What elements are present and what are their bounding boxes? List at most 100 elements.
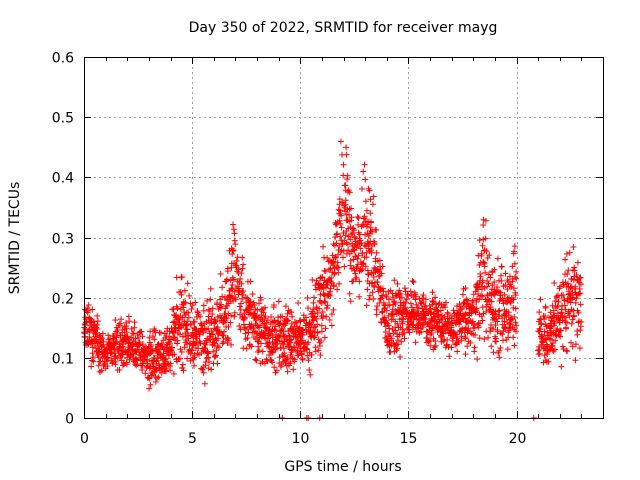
data-point bbox=[158, 340, 165, 347]
data-point bbox=[197, 313, 204, 320]
data-point bbox=[219, 284, 226, 291]
data-point bbox=[96, 358, 103, 365]
data-point bbox=[284, 368, 291, 375]
data-point bbox=[179, 361, 186, 368]
data-point bbox=[281, 352, 288, 359]
data-point bbox=[151, 336, 158, 343]
data-point bbox=[263, 319, 270, 326]
data-point bbox=[307, 371, 314, 378]
data-point bbox=[368, 228, 375, 235]
data-point bbox=[342, 232, 349, 239]
data-point bbox=[370, 193, 377, 200]
data-point bbox=[241, 315, 248, 322]
data-point bbox=[330, 306, 337, 313]
data-point bbox=[189, 302, 196, 309]
data-point bbox=[177, 346, 184, 353]
data-point bbox=[304, 294, 311, 301]
data-point bbox=[244, 334, 251, 341]
data-point bbox=[399, 320, 406, 327]
data-point bbox=[205, 350, 212, 357]
data-point bbox=[86, 328, 93, 335]
data-point bbox=[352, 276, 359, 283]
data-point bbox=[427, 305, 434, 312]
data-point bbox=[358, 240, 365, 247]
data-point bbox=[340, 247, 347, 254]
data-point bbox=[373, 227, 380, 234]
data-point bbox=[339, 254, 346, 261]
data-point bbox=[431, 344, 438, 351]
data-point bbox=[264, 358, 271, 365]
grid bbox=[84, 57, 603, 418]
data-point bbox=[412, 296, 419, 303]
data-point bbox=[167, 336, 174, 343]
data-point bbox=[232, 296, 239, 303]
data-point bbox=[179, 333, 186, 340]
data-point bbox=[126, 318, 133, 325]
data-point bbox=[205, 325, 212, 332]
data-point bbox=[116, 322, 123, 329]
data-point bbox=[409, 278, 416, 285]
data-point bbox=[250, 324, 257, 331]
data-point bbox=[224, 302, 231, 309]
data-point bbox=[305, 357, 312, 364]
data-point bbox=[239, 295, 246, 302]
data-point bbox=[279, 313, 286, 320]
data-point bbox=[105, 332, 112, 339]
data-point bbox=[386, 302, 393, 309]
data-point bbox=[405, 324, 412, 331]
data-point bbox=[340, 161, 347, 168]
data-point bbox=[366, 187, 373, 194]
data-point bbox=[243, 326, 250, 333]
data-point bbox=[162, 355, 169, 362]
data-point bbox=[346, 189, 353, 196]
data-point bbox=[179, 364, 186, 371]
data-point bbox=[347, 236, 354, 243]
data-point bbox=[145, 374, 152, 381]
data-point bbox=[284, 355, 291, 362]
data-point bbox=[328, 322, 335, 329]
data-point bbox=[261, 320, 268, 327]
data-point bbox=[415, 305, 422, 312]
data-point bbox=[201, 380, 208, 387]
data-point bbox=[258, 340, 265, 347]
data-point bbox=[225, 323, 232, 330]
data-point bbox=[215, 344, 222, 351]
data-point bbox=[174, 305, 181, 312]
data-point bbox=[333, 231, 340, 238]
data-point bbox=[271, 326, 278, 333]
data-point bbox=[354, 213, 361, 220]
data-point bbox=[335, 206, 342, 213]
data-point bbox=[385, 296, 392, 303]
data-point bbox=[123, 361, 130, 368]
data-point bbox=[192, 299, 199, 306]
data-point bbox=[262, 313, 269, 320]
data-point bbox=[366, 292, 373, 299]
data-point bbox=[369, 201, 376, 208]
data-point bbox=[352, 234, 359, 241]
data-point bbox=[181, 309, 188, 316]
data-point bbox=[218, 301, 225, 308]
data-point bbox=[238, 270, 245, 277]
x-tick-label: 5 bbox=[188, 431, 197, 447]
data-point bbox=[112, 317, 119, 324]
data-point bbox=[314, 329, 321, 336]
data-point bbox=[297, 318, 304, 325]
data-point bbox=[322, 268, 329, 275]
data-point bbox=[382, 328, 389, 335]
data-point bbox=[273, 367, 280, 374]
data-point bbox=[95, 342, 102, 349]
data-point bbox=[419, 324, 426, 331]
data-point bbox=[128, 334, 135, 341]
data-point bbox=[357, 245, 364, 252]
data-point bbox=[223, 315, 230, 322]
data-point bbox=[229, 251, 236, 258]
data-point bbox=[259, 348, 266, 355]
data-point bbox=[370, 274, 377, 281]
data-point bbox=[94, 318, 101, 325]
data-point bbox=[283, 356, 290, 363]
data-point bbox=[329, 259, 336, 266]
data-point bbox=[427, 342, 434, 349]
data-point bbox=[373, 249, 380, 256]
data-point bbox=[182, 299, 189, 306]
data-point bbox=[402, 304, 409, 311]
